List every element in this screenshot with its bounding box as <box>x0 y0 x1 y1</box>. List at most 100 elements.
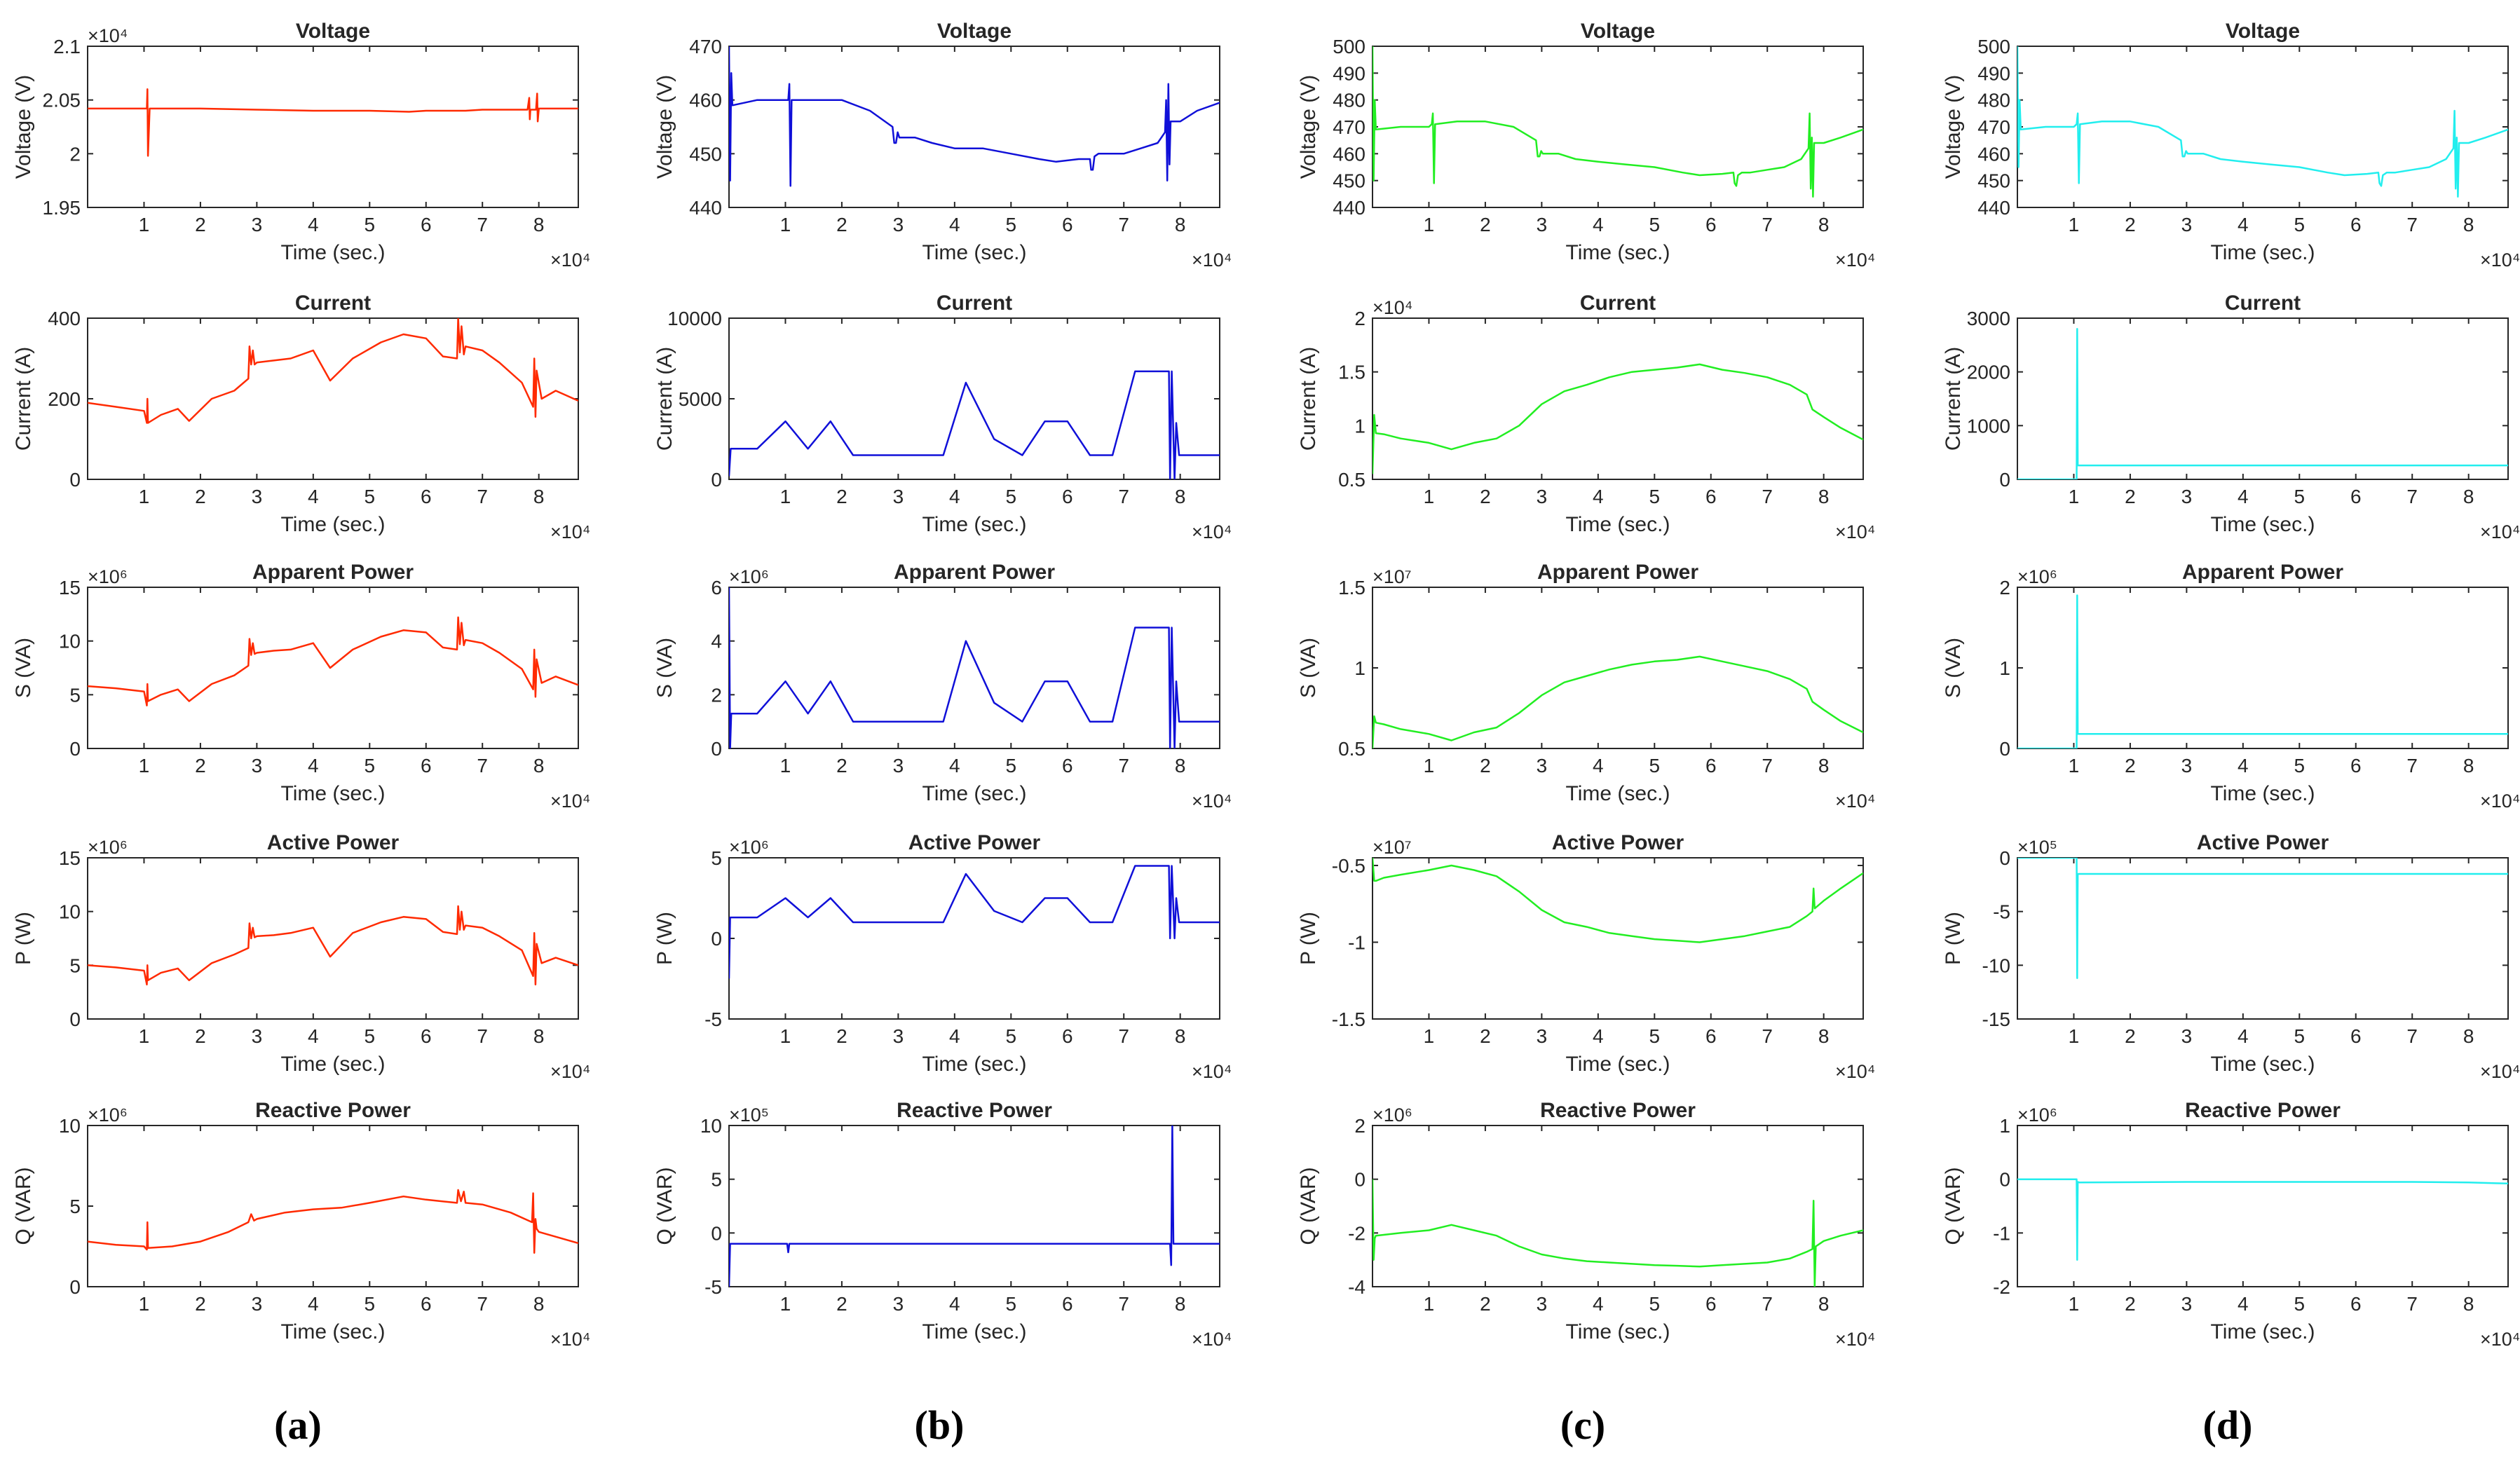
y-axis-label: Q (VAR) <box>653 1167 676 1245</box>
x-tick-label: 2 <box>836 1293 847 1315</box>
x-tick-label: 2 <box>836 1025 847 1047</box>
subplot-a-reactive-power: Reactive Power 1 2 3 4 5 6 7 8 Time (sec.) ×10⁴ 0 5 1… <box>12 1099 590 1350</box>
x-tick-label: 6 <box>1062 214 1073 235</box>
y-tick-label: 1.5 <box>1338 577 1365 598</box>
x-tick-label: 8 <box>1818 1025 1830 1047</box>
x-tick-label: 5 <box>1006 755 1017 777</box>
series-line <box>88 905 578 986</box>
x-tick-label: 1 <box>2069 1025 2080 1047</box>
y-axis-label: P (W) <box>12 912 35 965</box>
x-tick-label: 6 <box>1062 1293 1073 1315</box>
y-axis-label: Current (A) <box>1942 347 1965 451</box>
series-line <box>729 865 1220 979</box>
x-tick-label: 7 <box>477 755 488 777</box>
y-tick-label: 470 <box>1977 116 2010 138</box>
x-multiplier: ×10⁴ <box>550 1061 590 1082</box>
y-multiplier: ×10⁶ <box>88 837 128 858</box>
subplot-title: Voltage <box>1581 20 1655 43</box>
series-line <box>88 1189 578 1254</box>
subplot-title: Voltage <box>296 20 370 43</box>
x-tick-label: 1 <box>1424 755 1435 777</box>
x-tick-label: 3 <box>252 486 263 507</box>
y-multiplier: ×10⁶ <box>1373 1104 1412 1126</box>
x-axis-label: Time (sec.) <box>2211 782 2315 805</box>
x-tick-label: 6 <box>421 486 432 507</box>
x-tick-label: 4 <box>2238 214 2249 235</box>
y-axis-label: Voltage (V) <box>653 75 676 179</box>
x-axis-label: Time (sec.) <box>1566 782 1670 805</box>
x-tick-label: 1 <box>139 214 150 235</box>
subplot-b-active-power: Active Power 1 2 3 4 5 6 7 8 Time (sec.) ×10⁴ -5 0 5 P… <box>653 831 1232 1082</box>
y-tick-label: 440 <box>689 197 722 219</box>
subplot-d-apparent-power: Apparent Power 1 2 3 4 5 6 7 8 Time (sec.) ×10⁴ 0 1 2… <box>1942 561 2520 812</box>
y-tick-label: 0.5 <box>1338 469 1365 491</box>
x-multiplier: ×10⁴ <box>550 791 590 812</box>
y-tick-label: -1 <box>1993 1222 2010 1244</box>
plot-frame <box>87 857 579 1020</box>
x-tick-label: 4 <box>1593 214 1604 235</box>
panel-label-d: (d) <box>2203 1402 2253 1448</box>
x-tick-label: 1 <box>1424 214 1435 235</box>
subplot-title: Active Power <box>2197 831 2329 854</box>
x-tick-label: 2 <box>2125 1025 2136 1047</box>
x-tick-label: 6 <box>421 214 432 235</box>
subplot-c-apparent-power: Apparent Power 1 2 3 4 5 6 7 8 Time (sec.) ×10⁴ 0.5… <box>1297 561 1875 812</box>
x-tick-label: 4 <box>1593 1293 1604 1315</box>
x-tick-label: 5 <box>2294 486 2306 507</box>
x-tick-label: 2 <box>2125 486 2136 507</box>
x-tick-label: 3 <box>893 1293 904 1315</box>
x-tick-label: 8 <box>1818 1293 1830 1315</box>
subplot-title: Reactive Power <box>1540 1099 1696 1122</box>
x-tick-label: 1 <box>780 214 791 235</box>
x-tick-label: 1 <box>139 1293 150 1315</box>
y-axis-label: P (W) <box>1942 912 1965 965</box>
y-tick-label: 0 <box>69 1008 81 1030</box>
x-tick-label: 4 <box>308 1025 319 1047</box>
x-tick-label: 4 <box>1593 1025 1604 1047</box>
x-tick-label: 4 <box>949 1025 960 1047</box>
y-tick-label: 0 <box>711 1222 722 1244</box>
x-tick-label: 2 <box>2125 1293 2136 1315</box>
y-multiplier: ×10⁵ <box>729 1104 769 1126</box>
x-tick-label: 2 <box>195 755 206 777</box>
subplot-title: Reactive Power <box>897 1099 1052 1122</box>
x-tick-label: 3 <box>252 214 263 235</box>
plot-frame <box>87 317 579 480</box>
x-tick-label: 8 <box>2463 1293 2474 1315</box>
y-tick-label: 2.1 <box>53 36 81 57</box>
y-axis-label: P (W) <box>1297 912 1320 965</box>
x-tick-label: 7 <box>2406 1025 2418 1047</box>
subplot-title: Reactive Power <box>255 1099 411 1122</box>
y-axis-label: Current (A) <box>1297 347 1320 451</box>
x-tick-label: 7 <box>1118 1025 1129 1047</box>
x-tick-label: 6 <box>421 1293 432 1315</box>
series-line <box>1373 1179 1863 1287</box>
y-multiplier: ×10⁴ <box>88 25 128 46</box>
x-tick-label: 6 <box>1705 214 1717 235</box>
x-tick-label: 7 <box>477 1025 488 1047</box>
x-tick-label: 6 <box>2350 214 2362 235</box>
y-tick-label: -5 <box>704 1276 722 1298</box>
y-axis-label: Q (VAR) <box>1942 1167 1965 1245</box>
plot-frame <box>2017 857 2509 1020</box>
x-tick-label: 4 <box>308 486 319 507</box>
y-tick-label: 480 <box>1333 90 1365 111</box>
series-line <box>2017 858 2508 979</box>
subplot-title: Apparent Power <box>894 561 1055 584</box>
x-axis-label: Time (sec.) <box>281 241 386 264</box>
x-tick-label: 8 <box>1818 486 1830 507</box>
x-tick-label: 6 <box>2350 486 2362 507</box>
x-tick-label: 3 <box>2181 214 2193 235</box>
y-tick-label: 0.5 <box>1338 738 1365 760</box>
subplot-a-voltage: Voltage 1 2 3 4 5 6 7 8 Time (sec.) ×10⁴ 1.95 2 2.05 2… <box>12 20 590 271</box>
y-tick-label: 450 <box>1333 170 1365 192</box>
x-tick-label: 5 <box>1006 214 1017 235</box>
x-tick-label: 7 <box>1762 214 1773 235</box>
x-multiplier: ×10⁴ <box>2480 791 2520 812</box>
x-tick-label: 5 <box>2294 755 2306 777</box>
plot-frame <box>2017 317 2509 480</box>
x-tick-label: 2 <box>836 214 847 235</box>
subplot-a-active-power: Active Power 1 2 3 4 5 6 7 8 Time (sec.) ×10⁴ 0 5 10 1… <box>12 831 590 1082</box>
x-tick-label: 6 <box>1062 486 1073 507</box>
